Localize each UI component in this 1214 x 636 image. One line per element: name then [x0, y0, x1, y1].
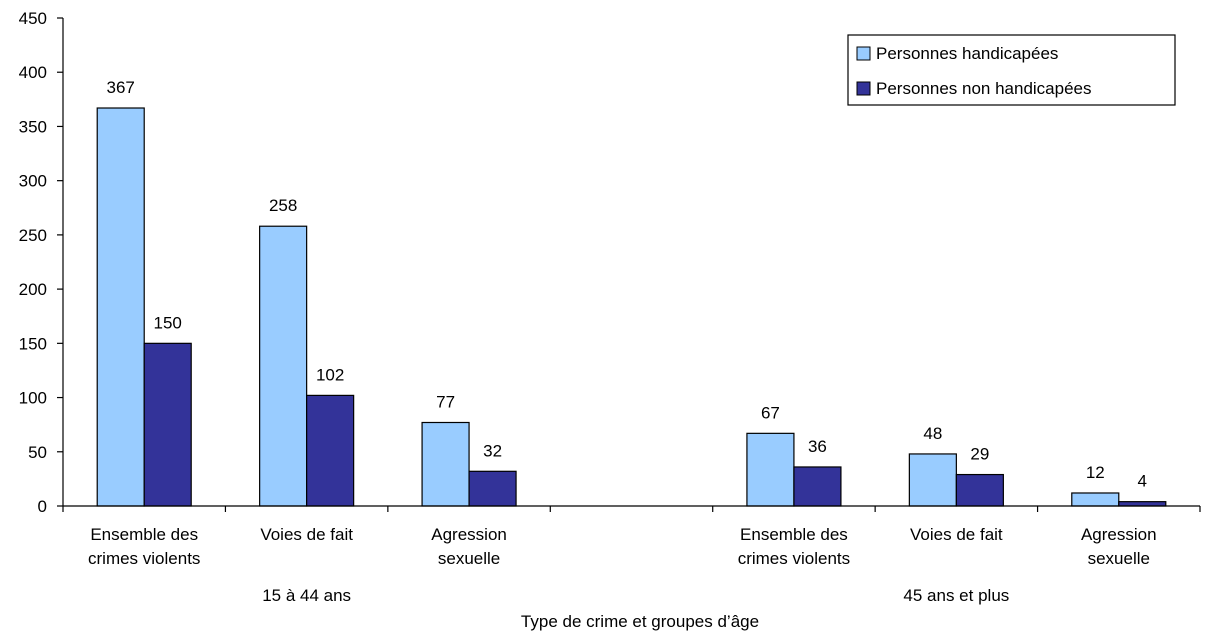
x-category-label: sexuelle — [1088, 549, 1150, 568]
y-tick-label: 150 — [19, 334, 47, 353]
bar — [1118, 501, 1167, 507]
x-category-label: crimes violents — [738, 549, 850, 568]
x-category-label: Voies de fait — [910, 525, 1003, 544]
bar — [259, 225, 308, 507]
bar-value-label: 36 — [808, 437, 827, 456]
x-group-label: 15 à 44 ans — [262, 586, 351, 605]
bar-value-label: 77 — [436, 392, 455, 411]
y-tick-label: 400 — [19, 63, 47, 82]
y-tick-label: 350 — [19, 117, 47, 136]
bar-value-label: 150 — [154, 313, 182, 332]
bar — [955, 473, 1004, 507]
data-labels: 367 150 258 102 77 32 67 36 48 29 12 4 — [107, 78, 1147, 491]
x-axis-title: Type de crime et groupes d’âge — [521, 612, 759, 631]
y-tick-label: 450 — [19, 9, 47, 28]
bar-value-label: 258 — [269, 196, 297, 215]
x-axis: Ensemble des crimes violents Voies de fait… — [62, 505, 1201, 605]
bar — [746, 432, 795, 507]
bar — [143, 342, 192, 507]
x-category-label: Voies de fait — [260, 525, 353, 544]
y-tick-label: 250 — [19, 226, 47, 245]
bar — [421, 421, 470, 507]
y-tick-label: 200 — [19, 280, 47, 299]
legend-label-non-disabled: Personnes non handicapées — [876, 79, 1092, 98]
bar — [793, 466, 842, 507]
legend: Personnes handicapées Personnes non hand… — [847, 34, 1176, 106]
bar-value-label: 32 — [483, 441, 502, 460]
legend-swatch-non-disabled — [856, 81, 871, 96]
legend-swatch-disabled — [856, 46, 871, 61]
bar — [96, 107, 145, 507]
x-category-label: sexuelle — [438, 549, 500, 568]
y-tick-label: 0 — [38, 497, 47, 516]
bar-value-label: 367 — [107, 78, 135, 97]
legend-label-disabled: Personnes handicapées — [876, 44, 1058, 63]
bar — [306, 394, 355, 507]
bar-value-label: 67 — [761, 403, 780, 422]
x-category-label: Agression — [1081, 525, 1157, 544]
y-tick-label: 100 — [19, 389, 47, 408]
bar — [468, 470, 517, 507]
bar-value-label: 12 — [1086, 463, 1105, 482]
bars — [96, 107, 1167, 507]
bar-value-label: 102 — [316, 365, 344, 384]
bar — [1071, 492, 1120, 507]
x-category-label: Ensemble des — [740, 525, 848, 544]
x-category-label: Agression — [431, 525, 507, 544]
y-axis: 0 50 100 150 200 250 300 350 400 450 — [19, 9, 64, 516]
y-tick-label: 300 — [19, 172, 47, 191]
x-category-label: crimes violents — [88, 549, 200, 568]
x-group-label: 45 ans et plus — [903, 586, 1009, 605]
x-category-label: Ensemble des — [90, 525, 198, 544]
bar-value-label: 29 — [970, 445, 989, 464]
bar-value-label: 48 — [923, 424, 942, 443]
bar — [908, 453, 957, 507]
bar-value-label: 4 — [1138, 472, 1147, 491]
legend-box — [847, 34, 1176, 106]
y-tick-label: 50 — [28, 443, 47, 462]
